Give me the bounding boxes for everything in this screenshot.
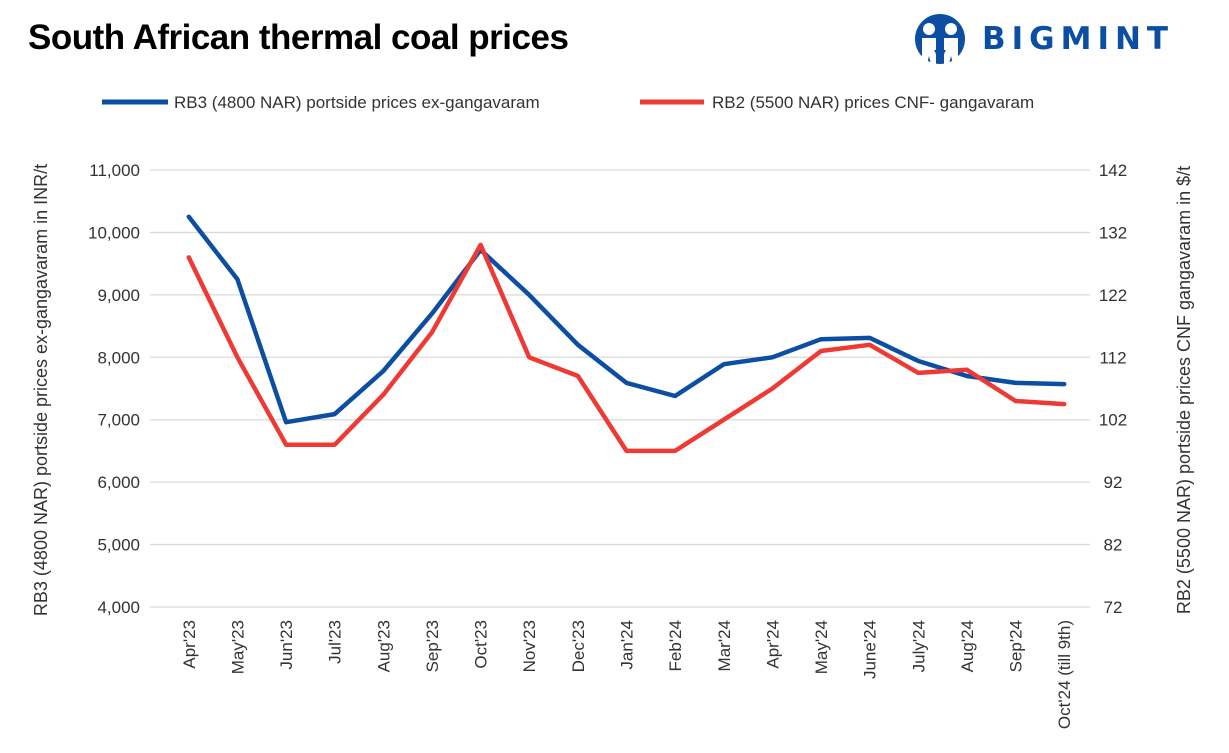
x-tick-label: Apr'24 [763,620,782,669]
x-tick-label: Sep'24 [1007,620,1026,672]
x-tick-label: May'23 [228,620,247,674]
legend: RB3 (4800 NAR) portside prices ex-gangav… [102,93,1034,112]
logo-text: BIGMINT [982,21,1175,57]
y-tick-right: 92 [1104,473,1123,492]
bigmint-logo: BIGMINT [912,14,1174,64]
y-tick-left: 11,000 [89,161,140,180]
x-tick-label: Aug'23 [374,620,393,672]
x-tick-label: Oct'24 (till 9th) [1055,620,1074,729]
y-tick-left: 9,000 [97,286,140,305]
y-tick-left: 4,000 [97,598,140,617]
x-tick-label: Sep'23 [423,620,442,672]
y-tick-right: 82 [1104,536,1123,555]
x-tick-label: Aug'24 [958,620,977,672]
chart-title: South African thermal coal prices [28,18,569,57]
y-tick-right: 132 [1099,223,1127,242]
series-line-rb3 [186,214,1067,425]
y-tick-left: 10,000 [88,223,140,242]
x-tick-label: Mar'24 [715,620,734,671]
x-tick-label: Oct'23 [472,620,491,669]
y-tick-left: 7,000 [97,411,140,430]
y-tick-right: 122 [1099,286,1127,305]
x-tick-label: Jan'24 [618,620,637,670]
x-tick-label: May'24 [812,620,831,674]
y-tick-left: 6,000 [97,473,140,492]
x-tick-label: Feb'24 [666,620,685,671]
x-tick-label: Nov'23 [520,620,539,672]
y-tick-left: 5,000 [97,536,140,555]
y-axis-label-right: RB2 (5500 NAR) portside prices CNF ganga… [1174,166,1194,614]
y-tick-right: 142 [1099,161,1127,180]
y-tick-right: 112 [1099,348,1126,367]
x-tick-label: June'24 [861,620,880,679]
y-axis-label-left: RB3 (4800 NAR) portside prices ex-gangav… [31,164,51,616]
legend-label-rb3: RB3 (4800 NAR) portside prices ex-gangav… [174,93,540,112]
legend-label-rb2: RB2 (5500 NAR) prices CNF- gangavaram [712,93,1034,112]
x-tick-label: Jul'23 [326,620,345,664]
x-tick-label: Apr'23 [180,620,199,669]
bigmint-logo-icon [915,14,965,64]
y-tick-right: 102 [1099,411,1127,430]
x-tick-label: July'24 [909,620,928,672]
x-tick-label: Dec'23 [569,620,588,672]
x-tick-label: Jun'23 [277,620,296,670]
y-tick-right: 72 [1104,598,1123,617]
y-tick-left: 8,000 [97,348,140,367]
